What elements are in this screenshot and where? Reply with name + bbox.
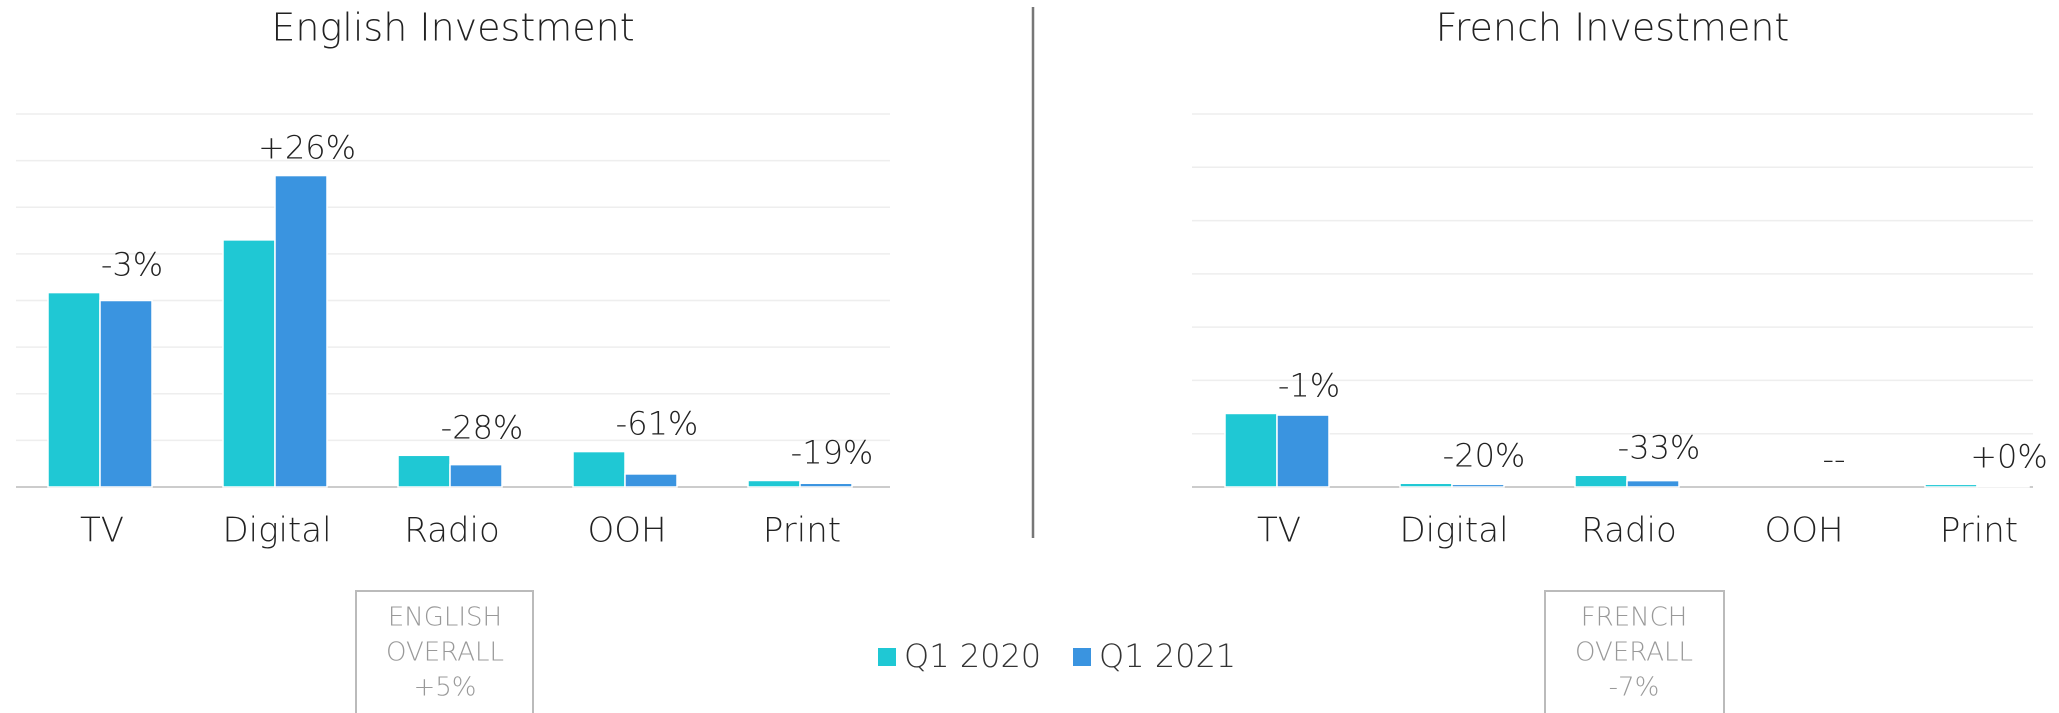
bar [624,473,678,488]
change-label: -33% [1618,428,1701,466]
change-label: -61% [616,405,699,443]
bar [747,479,801,488]
change-label: +26% [258,129,356,167]
bar [572,450,626,488]
change-label: -3% [101,246,163,284]
bar [1399,482,1453,488]
overall-text: OVERALL [386,638,504,668]
bar [397,454,451,488]
bar [449,463,503,488]
bar [1626,479,1680,488]
x-tick-label: Radio [1581,511,1677,551]
overall-text: -7% [1609,673,1660,703]
legend-swatch [878,648,896,666]
bar [1924,483,1978,488]
overall-box [1544,590,1725,713]
x-tick-label: OOH [1764,511,1843,551]
x-tick-label: Digital [1399,511,1508,551]
legend-swatch [1073,648,1091,666]
bar [1976,485,2030,488]
bar [274,174,328,488]
bar [1224,412,1278,488]
change-label: -1% [1278,366,1340,404]
x-tick-label: Digital [222,511,331,551]
legend-label: Q1 2021 [1099,637,1236,675]
bar [47,291,101,488]
bar [1451,483,1505,488]
chart-title: English Investment [271,6,634,50]
x-tick-label: TV [1257,511,1301,551]
bar [222,239,276,488]
chart-title: French Investment [1436,6,1790,50]
x-tick-label: Radio [404,511,500,551]
x-tick-label: Print [763,511,841,551]
overall-box [355,590,534,713]
bar [799,482,853,488]
change-label: +0% [1970,437,2048,475]
x-tick-label: TV [80,511,124,551]
overall-text: OVERALL [1575,638,1693,668]
bar [99,299,153,488]
change-label: -- [1822,440,1845,478]
change-label: -20% [1443,436,1526,474]
overall-text: +5% [413,673,476,703]
x-tick-label: Print [1940,511,2018,551]
legend-label: Q1 2020 [904,637,1041,675]
change-label: -19% [791,433,874,471]
x-tick-label: OOH [587,511,666,551]
overall-text: ENGLISH [388,603,502,633]
bar [1574,474,1628,488]
change-label: -28% [441,408,524,446]
overall-text: FRENCH [1581,603,1688,633]
bar [1276,414,1330,488]
